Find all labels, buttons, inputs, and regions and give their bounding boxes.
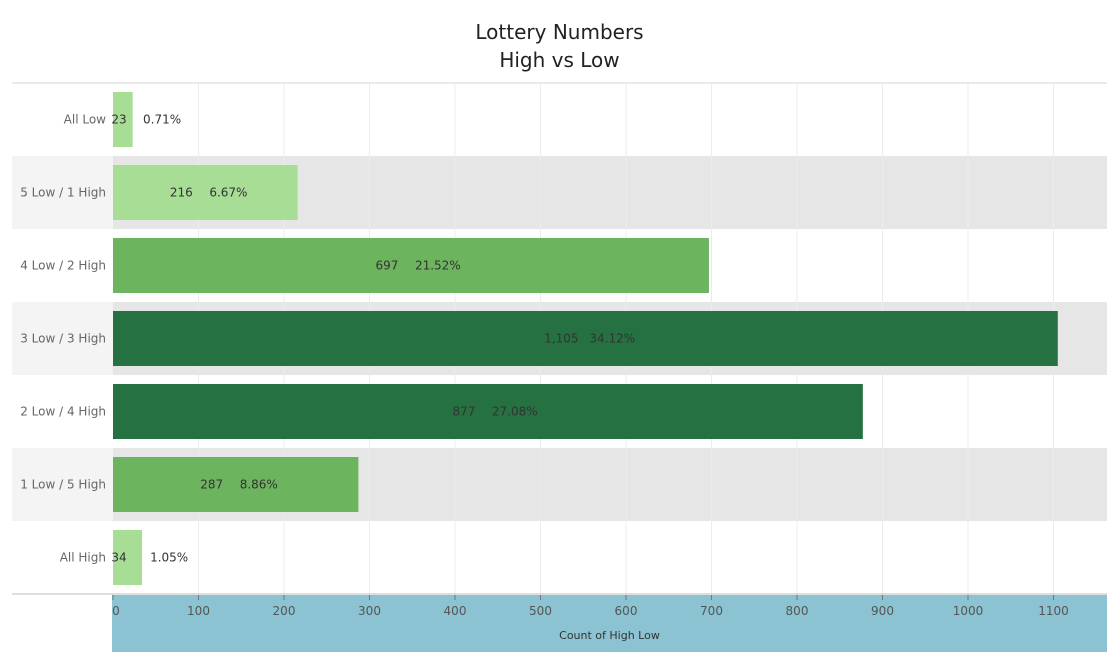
x-axis: 0 100 200 300 400 500 600 700 800 900 1000 1100 Coun… [12,593,1107,652]
bar[interactable] [113,92,133,147]
x-tick-label: 100 [187,604,210,618]
bar[interactable] [113,530,143,585]
value-label: 23 [111,113,126,127]
bar[interactable] [113,238,709,293]
value-label: 697 [376,259,399,273]
chart-subtitle: High vs Low [499,48,620,72]
value-label: 1,105 [544,332,578,346]
percent-label: 21.52% [415,259,461,273]
percent-label: 34.12% [589,332,635,346]
value-label: 216 [170,186,193,200]
category-label: 4 Low / 2 High [20,259,106,273]
bar[interactable] [113,384,863,439]
x-tick-label: 1100 [1038,604,1069,618]
percent-label: 27.08% [492,405,538,419]
percent-label: 6.67% [209,186,247,200]
x-tick-label: 700 [700,604,723,618]
row-bands [12,82,1107,521]
chart-title: Lottery Numbers [475,20,644,44]
value-label: 287 [200,478,223,492]
x-axis-title: Count of High Low [559,629,660,642]
x-tick-label: 200 [273,604,296,618]
x-tick-label: 1000 [953,604,984,618]
percent-label: 1.05% [150,551,188,565]
bars: 23 0.71% 216 6.67% 697 21.52% 1,105 34.12% 877 27… [111,92,1058,585]
x-tick-label: 0 [112,604,120,618]
bar[interactable] [113,165,298,220]
category-label: 1 Low / 5 High [20,478,106,492]
percent-label: 8.86% [240,478,278,492]
category-label: All Low [64,113,107,127]
category-label: 2 Low / 4 High [20,405,106,419]
x-tick-label: 400 [444,604,467,618]
percent-label: 0.71% [143,113,181,127]
value-label: 34 [111,551,126,565]
bar[interactable] [113,457,359,512]
x-tick-label: 800 [786,604,809,618]
category-label: 5 Low / 1 High [20,186,106,200]
category-label: All High [60,551,106,565]
row-band-label [12,156,113,229]
category-labels: All Low 5 Low / 1 High 4 Low / 2 High 3 Low… [20,113,106,565]
category-label: 3 Low / 3 High [20,332,106,346]
row-band-label [12,302,113,375]
x-tick-label: 500 [529,604,552,618]
x-tick-label: 600 [615,604,638,618]
x-tick-label: 300 [358,604,381,618]
x-axis-band [112,595,1107,652]
value-label: 877 [452,405,475,419]
row-band-label [12,448,113,521]
x-tick-label: 900 [871,604,894,618]
bar[interactable] [113,311,1058,366]
